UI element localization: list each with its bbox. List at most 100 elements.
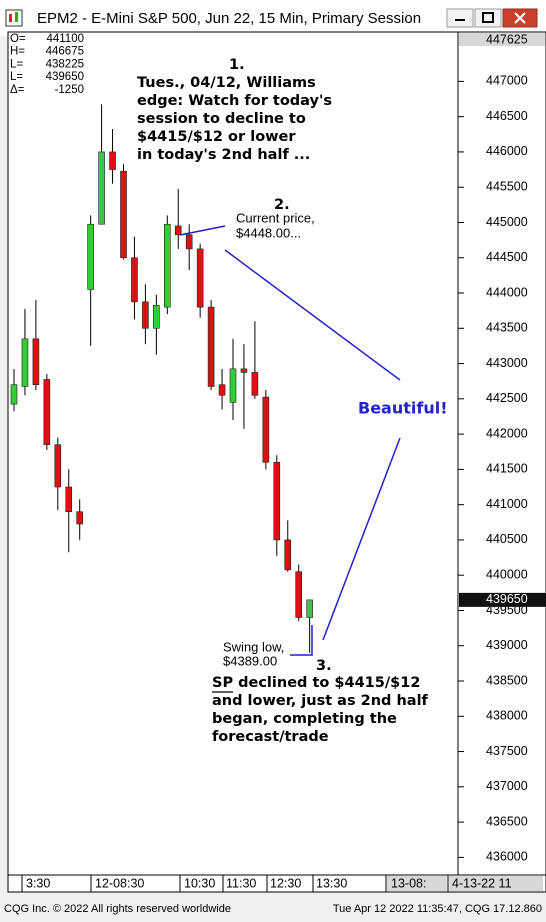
annotation-number: 2. [274, 197, 290, 213]
annotation-text: and lower, just as 2nd half [212, 693, 429, 709]
candle-body [21, 338, 29, 387]
pointer-line [179, 225, 226, 236]
close-button[interactable] [502, 8, 538, 28]
y-tick-label: 437500 [486, 744, 528, 758]
y-tick-label: 443500 [486, 321, 528, 335]
y-tick-label: 445500 [486, 179, 528, 193]
pointer-line [290, 625, 313, 656]
candle-body [273, 462, 281, 541]
y-tick-label: 438500 [486, 673, 528, 687]
candle-body [196, 248, 204, 308]
x-tick-label: 3:30 [26, 876, 50, 890]
pointer-line [224, 249, 401, 381]
annotation-text: $4389.00 [223, 653, 277, 668]
y-tick-label: 441000 [486, 497, 528, 511]
candle-body [262, 396, 270, 463]
maximize-button[interactable] [474, 8, 502, 28]
y-tick-label: 442500 [486, 391, 528, 405]
x-label-box [387, 876, 447, 891]
window-title: EPM2 - E-Mini S&P 500, Jun 22, 15 Min, P… [37, 10, 421, 27]
candle-body [251, 372, 259, 396]
candle-body [10, 384, 18, 405]
plot-area [7, 31, 459, 876]
candle-body [142, 301, 149, 329]
y-tick-label: 436500 [486, 814, 528, 828]
annotation-text: $4448.00... [236, 225, 301, 240]
x-tick-label: 4-13-22 11 [452, 876, 512, 890]
annotation-text: Current price, [236, 210, 315, 225]
high-marker-label: 447625 [486, 32, 528, 46]
candle-body [306, 599, 313, 618]
y-tick-label: 446500 [486, 109, 528, 123]
y-tick-label: 443000 [486, 356, 528, 370]
annotation-highlight: Beautiful! [358, 399, 448, 418]
x-tick-label: 12:30 [270, 876, 301, 890]
candle-body [174, 225, 182, 236]
info-label: O= [10, 33, 26, 45]
last-price-box [459, 592, 546, 607]
y-tick-label: 444500 [486, 250, 528, 264]
y-tick-label: 439000 [486, 638, 528, 652]
timestamp: Tue Apr 12 2022 11:35:47, CQG 17.12.860 [333, 903, 542, 915]
price-axis [457, 31, 546, 876]
x-tick-label: 11:30 [226, 876, 256, 890]
candle-body [218, 384, 226, 396]
annotation-text: began, completing the [212, 711, 397, 727]
y-tick-label: 437000 [486, 779, 528, 793]
candle-body [54, 444, 62, 488]
candle-body [76, 511, 83, 525]
annotation-text: Swing low, [223, 639, 284, 654]
candle-body [185, 234, 193, 250]
x-tick-label: 10:30 [184, 876, 215, 890]
candle-body [207, 306, 215, 387]
last-price-label: 439650 [486, 592, 528, 606]
candle-body [229, 368, 237, 403]
info-value: 439650 [46, 71, 84, 83]
info-label: L= [10, 71, 23, 83]
y-tick-label: 438000 [486, 709, 528, 723]
y-tick-label: 447000 [486, 74, 528, 88]
x-tick-label: 13-08: [391, 876, 426, 890]
candle-body [109, 151, 116, 170]
x-tick-label: 12-08:30 [95, 876, 144, 890]
annotation-text: in today's 2nd half ... [137, 147, 310, 163]
y-tick-label: 442000 [486, 426, 528, 440]
y-tick-label: 436000 [486, 850, 528, 864]
high-marker-box [459, 33, 545, 46]
candle-body [131, 257, 138, 303]
info-value: 446675 [46, 46, 84, 58]
x-tick-label: 13:30 [316, 876, 347, 890]
candle-body [65, 486, 73, 512]
info-label: H= [10, 46, 25, 58]
candle-body [120, 171, 127, 259]
app-icon [5, 9, 23, 27]
candle-body [153, 305, 160, 329]
candle-body [295, 571, 303, 618]
annotations [179, 225, 401, 693]
annotation-text: SP declined to $4415/$12 [212, 675, 420, 691]
annotation-text: forecast/trade [212, 729, 329, 745]
info-label: Δ= [10, 84, 25, 96]
annotation-number: 1. [229, 57, 245, 73]
y-tick-label: 444000 [486, 285, 528, 299]
candle-body [240, 368, 248, 373]
y-tick-label: 445000 [486, 215, 528, 229]
y-tick-label: 446000 [486, 144, 528, 158]
candle-body [98, 151, 105, 225]
y-tick-label: 441500 [486, 462, 528, 476]
candle-body [284, 539, 292, 571]
minimize-button[interactable] [446, 8, 474, 28]
copyright: CQG Inc. © 2022 All rights reserved worl… [4, 903, 231, 915]
x-label-box [449, 876, 543, 891]
info-value: -1250 [55, 84, 84, 96]
candle-body [32, 338, 40, 386]
annotation-text: edge: Watch for today's [137, 93, 332, 109]
y-tick-label: 440500 [486, 532, 528, 546]
info-value: 438225 [46, 58, 84, 70]
candle-body [87, 223, 94, 290]
y-tick-label: 440000 [486, 567, 528, 581]
pointer-line [322, 437, 401, 641]
annotation-text: session to decline to [137, 111, 306, 127]
